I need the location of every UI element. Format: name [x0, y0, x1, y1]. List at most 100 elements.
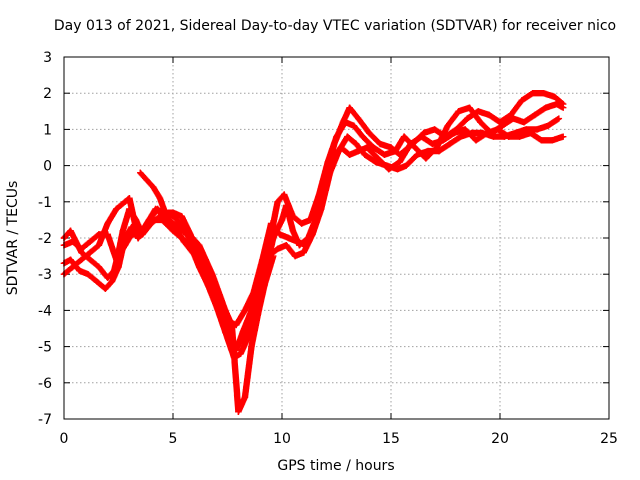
data-point-marker: [407, 140, 414, 148]
plot-frame: [63, 56, 610, 420]
y-tick-label: -4: [38, 303, 52, 319]
data-point-marker: [121, 242, 129, 249]
data-point-marker: [274, 245, 281, 253]
x-tick-label: 0: [60, 431, 69, 447]
data-point-marker: [346, 104, 353, 111]
data-point-marker: [320, 194, 327, 202]
data-point-marker: [385, 166, 393, 173]
data-point-marker: [128, 231, 135, 238]
series-track-5: [137, 169, 277, 415]
x-tick-label: 5: [169, 431, 178, 447]
data-point-marker: [483, 129, 491, 137]
data-point-marker: [259, 256, 266, 263]
data-point-marker: [516, 133, 523, 140]
data-point-marker: [403, 162, 410, 169]
data-point-marker: [163, 213, 170, 220]
data-point-marker: [289, 227, 297, 234]
data-point-marker: [346, 151, 353, 158]
data-point-marker: [248, 343, 255, 350]
data-point-marker: [560, 133, 567, 140]
data-point-marker: [444, 122, 451, 129]
data-point-marker: [113, 256, 120, 263]
data-point-marker: [143, 176, 151, 184]
data-point-marker: [553, 100, 560, 108]
y-tick-label: 0: [43, 159, 52, 175]
data-point-marker: [69, 238, 76, 245]
data-point-marker: [154, 205, 161, 213]
data-point-marker: [274, 198, 281, 205]
x-tick-label: 10: [273, 431, 291, 447]
data-point-marker: [555, 115, 563, 122]
data-point-marker: [394, 166, 401, 173]
data-point-marker: [202, 256, 209, 263]
data-point-marker: [280, 191, 288, 198]
data-point-marker: [551, 93, 558, 101]
y-tick-label: -1: [38, 195, 52, 211]
data-point-marker: [529, 90, 536, 97]
data-point-marker: [169, 209, 177, 216]
data-point-marker: [150, 184, 157, 191]
data-point-marker: [498, 122, 506, 129]
data-point-marker: [381, 151, 388, 158]
data-point-marker: [531, 111, 539, 119]
data-point-marker: [189, 234, 196, 242]
data-point-marker: [215, 289, 222, 296]
data-point-marker: [137, 231, 144, 238]
data-point-marker: [374, 155, 382, 162]
data-point-marker: [475, 108, 482, 115]
data-point-marker: [422, 155, 430, 162]
data-point-marker: [342, 118, 349, 126]
axis-ticks: 0 5 10 15 20 25 -7 -6 -5 -4 -3 -2 -1 0 1 2 3: [38, 50, 618, 447]
data-point-marker: [102, 285, 109, 292]
data-point-marker: [376, 140, 384, 148]
grid-lines: [64, 57, 609, 419]
data-point-marker: [241, 307, 249, 314]
data-point-marker: [145, 216, 153, 224]
data-point-marker: [505, 133, 512, 140]
data-point-marker: [363, 144, 371, 151]
data-point-marker: [333, 133, 340, 140]
data-point-marker: [392, 147, 399, 155]
data-point-marker: [440, 137, 447, 144]
data-point-marker: [418, 133, 425, 140]
data-point-marker: [355, 147, 362, 155]
data-point-marker: [307, 216, 314, 224]
data-point-marker: [137, 169, 144, 177]
y-tick-label: 2: [43, 86, 52, 102]
data-point-marker: [182, 231, 190, 238]
data-point-marker: [156, 194, 164, 202]
data-point-marker: [189, 249, 196, 256]
data-point-marker: [276, 231, 284, 238]
data-point-marker: [67, 227, 74, 234]
data-point-marker: [78, 245, 85, 253]
data-point-marker: [95, 231, 103, 238]
chart-title: Day 013 of 2021, Sidereal Day-to-day VTE…: [54, 18, 616, 34]
data-point-marker: [86, 256, 94, 263]
data-point-marker: [69, 263, 76, 271]
data-point-marker: [254, 310, 262, 318]
data-point-marker: [195, 242, 203, 249]
data-point-marker: [361, 151, 369, 158]
data-point-marker: [104, 220, 111, 227]
data-point-marker: [455, 108, 462, 115]
series-track-3: [60, 100, 567, 354]
data-point-marker: [267, 220, 275, 227]
data-point-marker: [400, 133, 408, 140]
data-point-marker: [178, 213, 185, 220]
y-tick-label: -2: [38, 231, 52, 247]
data-point-marker: [542, 104, 549, 111]
y-tick-label: -6: [38, 376, 52, 392]
data-point-marker: [209, 271, 216, 278]
data-point-marker: [352, 140, 360, 148]
data-point-marker: [328, 158, 336, 166]
data-point-marker: [477, 118, 484, 126]
data-point-marker: [163, 220, 170, 227]
data-point-marker: [538, 137, 545, 144]
y-tick-label: -3: [38, 267, 52, 283]
data-point-marker: [261, 281, 268, 289]
data-point-marker: [411, 144, 419, 151]
data-point-marker: [289, 213, 297, 220]
data-point-marker: [176, 223, 183, 231]
data-point-marker: [544, 122, 552, 129]
